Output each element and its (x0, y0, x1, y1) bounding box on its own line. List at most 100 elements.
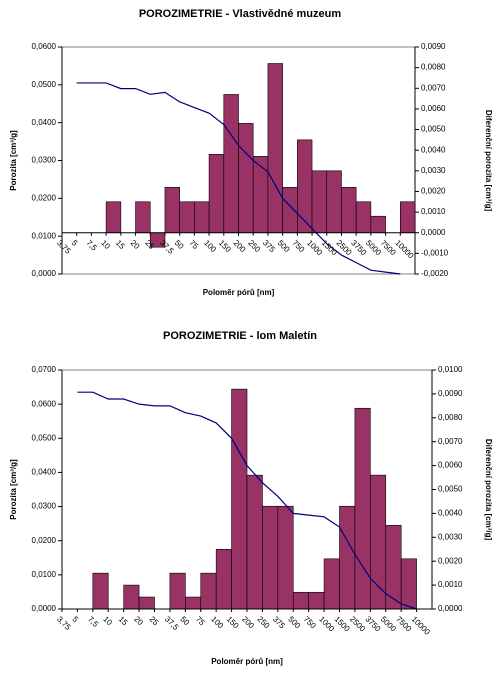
line (77, 391, 417, 610)
y2-tick-label: -0,0020 (421, 269, 449, 278)
bar (252, 156, 269, 234)
y2-tick-label: 0,0100 (438, 365, 463, 374)
x-tick-label: 375 (271, 615, 287, 631)
y2-tick-label: 0,0050 (421, 125, 446, 134)
x-axis-title: Poloměr pórů [nm] (211, 657, 283, 666)
x-tick-label: 1500 (333, 615, 352, 634)
bar (326, 170, 342, 234)
y-tick-label: 0,0100 (32, 570, 57, 579)
y2-axis-title: Diferenční porozita [cm³/g] (484, 439, 493, 541)
x-tick-label: 150 (225, 615, 241, 631)
bar (223, 94, 239, 234)
x-tick-label: 1000 (317, 615, 336, 634)
y2-tick-label: 0,0010 (438, 580, 463, 589)
y2-tick-label: 0,0030 (438, 532, 463, 541)
x-tick-label: 5000 (379, 615, 398, 634)
bar (297, 139, 313, 234)
y2-tick-label: 0,0020 (438, 556, 463, 565)
bar (194, 201, 210, 234)
chart-title: POROZIMETRIE - lom Maletín (163, 330, 317, 342)
y2-tick-label: 0,0030 (421, 166, 446, 175)
bar (267, 63, 283, 234)
y2-tick-label: 0,0090 (421, 42, 446, 51)
y-tick-label: 0,0200 (32, 536, 57, 545)
x-tick-label: 5 (71, 615, 81, 625)
chart-title: POROZIMETRIE - Vlastivědné muzeum (139, 8, 342, 20)
y-tick-label: 0,0300 (32, 156, 57, 165)
bar (200, 572, 217, 610)
bar (185, 596, 202, 610)
y-tick-label: 0,0200 (32, 193, 57, 202)
bar (355, 201, 372, 234)
x-tick-label: 200 (240, 615, 256, 631)
x-tick-label: 3750 (363, 615, 382, 634)
x-tick-label: 5 (70, 238, 80, 248)
y2-tick-label: 0,0040 (421, 145, 446, 154)
x-tick-label: 100 (209, 615, 225, 631)
y-tick-label: 0,0000 (32, 269, 57, 278)
y2-tick-label: 0,0020 (421, 187, 446, 196)
x-tick-label: 20 (132, 615, 145, 628)
x-tick-label: 75 (194, 615, 207, 628)
y2-tick-label: 0,0040 (438, 509, 463, 518)
x-tick-label: 750 (302, 615, 318, 631)
y-tick-label: 0,0700 (32, 365, 57, 374)
y-tick-label: 0,0600 (32, 42, 57, 51)
bar (179, 201, 195, 234)
bar (277, 505, 294, 610)
bar (370, 215, 386, 234)
bar (354, 407, 371, 610)
y-axis-title: Porozita [cm³/g] (9, 459, 18, 520)
bar (231, 388, 248, 610)
x-tick-label: 2500 (348, 615, 367, 634)
bar (135, 201, 151, 234)
y-tick-label: 0,0500 (32, 433, 57, 442)
bar (164, 187, 180, 234)
x-tick-label: 3,75 (55, 615, 73, 633)
bar (262, 505, 279, 610)
y2-axis-title: Diferenční porozita [cm³/g] (484, 110, 493, 212)
bar (339, 505, 356, 610)
bar (92, 572, 109, 610)
y-tick-label: 0,0400 (32, 468, 57, 477)
bar (282, 187, 298, 234)
x-tick-label: 7500 (394, 615, 413, 634)
bar (311, 170, 328, 234)
y2-tick-label: 0,0070 (438, 437, 463, 446)
bar (208, 154, 225, 234)
bar (292, 591, 309, 610)
x-tick-label: 50 (178, 615, 191, 628)
bar (308, 591, 325, 610)
bar (138, 596, 155, 610)
bar (341, 187, 357, 234)
x-tick-label: 250 (256, 615, 272, 631)
bar (105, 201, 122, 234)
y-tick-label: 0,0000 (32, 604, 57, 613)
x-tick-label: 500 (286, 615, 302, 631)
bar (323, 558, 340, 610)
y2-tick-label: 0,0000 (438, 604, 463, 613)
x-tick-label: 25 (148, 615, 161, 628)
bar (238, 123, 254, 234)
y2-tick-label: 0,0060 (421, 104, 446, 113)
bar (370, 474, 387, 610)
x-axis-title: Poloměr pórů [nm] (203, 288, 275, 297)
line (76, 82, 401, 275)
x-tick-label: 37,5 (163, 615, 181, 633)
y-axis-title: Porozita [cm³/g] (9, 130, 18, 191)
y2-tick-label: 0,0060 (438, 461, 463, 470)
x-tick-label: 7,5 (86, 615, 101, 630)
y-tick-label: 0,0600 (32, 399, 57, 408)
y2-tick-label: 0,0090 (438, 389, 463, 398)
bar (385, 525, 402, 610)
x-tick-label: 15 (117, 615, 130, 628)
y2-tick-label: 0,0080 (421, 63, 446, 72)
y-tick-label: 0,0300 (32, 502, 57, 511)
bar (215, 548, 232, 610)
y2-tick-label: 0,0010 (421, 207, 446, 216)
y2-tick-label: 0,0000 (421, 228, 446, 237)
y2-tick-label: 0,0080 (438, 413, 463, 422)
bar (400, 558, 417, 610)
